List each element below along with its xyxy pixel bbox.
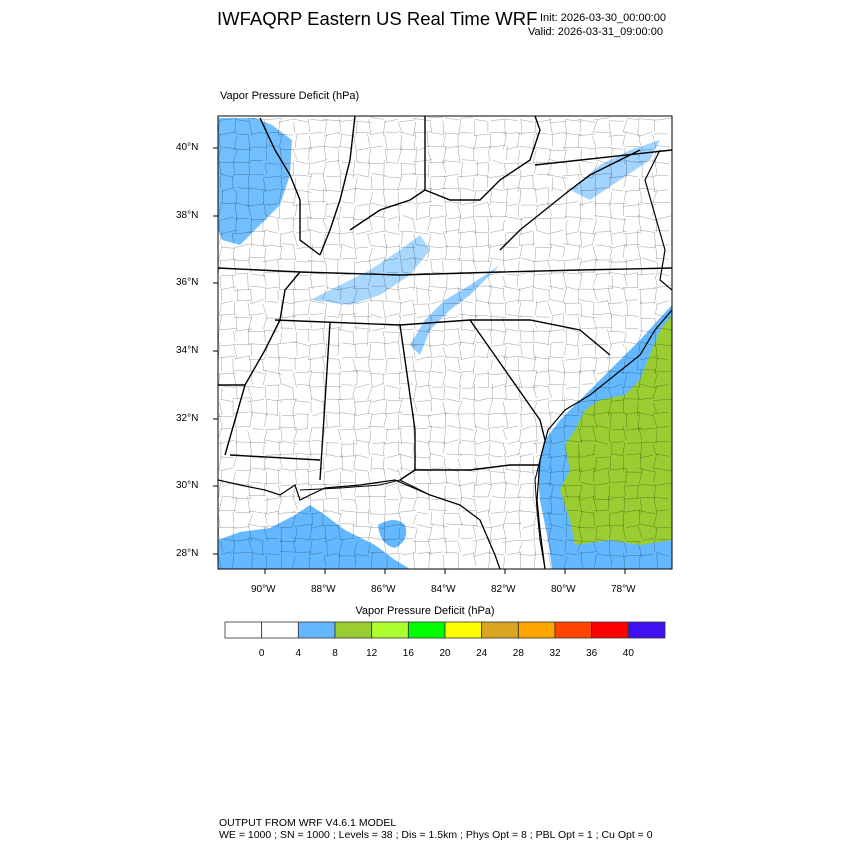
lat-tick-label: 30°N bbox=[176, 480, 199, 491]
colorbar-box bbox=[554, 621, 593, 639]
colorbar-label: 32 bbox=[549, 648, 561, 659]
illinois-vpd-blue bbox=[218, 118, 292, 245]
lat-tick-label: 40°N bbox=[176, 142, 199, 153]
footer-model: OUTPUT FROM WRF V4.6.1 MODEL bbox=[219, 817, 397, 829]
footer-config: WE = 1000 ; SN = 1000 ; Levels = 38 ; Di… bbox=[219, 829, 653, 841]
colorbar-box bbox=[297, 621, 336, 639]
virginia-vpd-blue bbox=[570, 140, 660, 200]
colorbar-label: 20 bbox=[439, 648, 451, 659]
lat-tick-label: 28°N bbox=[176, 548, 199, 559]
lon-tick-label: 88°W bbox=[311, 584, 336, 595]
lon-tick-label: 78°W bbox=[611, 584, 636, 595]
lon-tick-label: 80°W bbox=[551, 584, 576, 595]
colorbar-box bbox=[591, 621, 629, 639]
lon-tick-label: 84°W bbox=[431, 584, 456, 595]
kentucky-vpd-blue bbox=[310, 235, 430, 305]
lat-tick-label: 36°N bbox=[176, 277, 199, 288]
colorbar-box bbox=[224, 621, 263, 639]
colorbar-box bbox=[444, 621, 483, 639]
colorbar-title: Vapor Pressure Deficit (hPa) bbox=[355, 605, 495, 617]
field-label: Vapor Pressure Deficit (hPa) bbox=[220, 90, 360, 102]
colorbar-box bbox=[481, 621, 519, 639]
county-borders bbox=[218, 117, 672, 569]
colorbar-box bbox=[334, 621, 373, 639]
lat-tick-label: 32°N bbox=[176, 413, 199, 424]
lon-tick-label: 86°W bbox=[371, 584, 396, 595]
map-panel bbox=[218, 116, 672, 569]
plot-title: IWFAQRP Eastern US Real Time WRF bbox=[217, 8, 538, 29]
lat-tick-label: 34°N bbox=[176, 345, 199, 356]
valid-time: Valid: 2026-03-31_09:00:00 bbox=[528, 26, 663, 38]
colorbar-box bbox=[261, 621, 299, 639]
lat-tick-label: 38°N bbox=[176, 210, 199, 221]
colorbar-label: 4 bbox=[295, 648, 302, 659]
gulf-vpd-blue bbox=[218, 505, 410, 569]
colorbar-label: 36 bbox=[586, 648, 598, 659]
colorbar-label: 0 bbox=[258, 648, 265, 659]
colorbar-box bbox=[407, 621, 446, 639]
lon-tick-label: 90°W bbox=[251, 584, 276, 595]
colorbar-box bbox=[371, 621, 409, 639]
colorbar-label: 28 bbox=[512, 648, 524, 659]
colorbar-label: 16 bbox=[402, 648, 414, 659]
init-time: Init: 2026-03-30_00:00:00 bbox=[540, 12, 666, 24]
colorbar-label: 24 bbox=[476, 648, 488, 659]
colorbar-label: 8 bbox=[332, 648, 338, 659]
lon-tick-label: 82°W bbox=[491, 584, 516, 595]
colorbar-label: 40 bbox=[622, 648, 634, 659]
colorbar-label: 12 bbox=[366, 648, 378, 659]
atlantic-vpd-green bbox=[560, 315, 672, 545]
appalachian-vpd-blue bbox=[410, 265, 500, 355]
colorbar-box bbox=[517, 621, 556, 639]
colorbar-box bbox=[627, 621, 666, 639]
